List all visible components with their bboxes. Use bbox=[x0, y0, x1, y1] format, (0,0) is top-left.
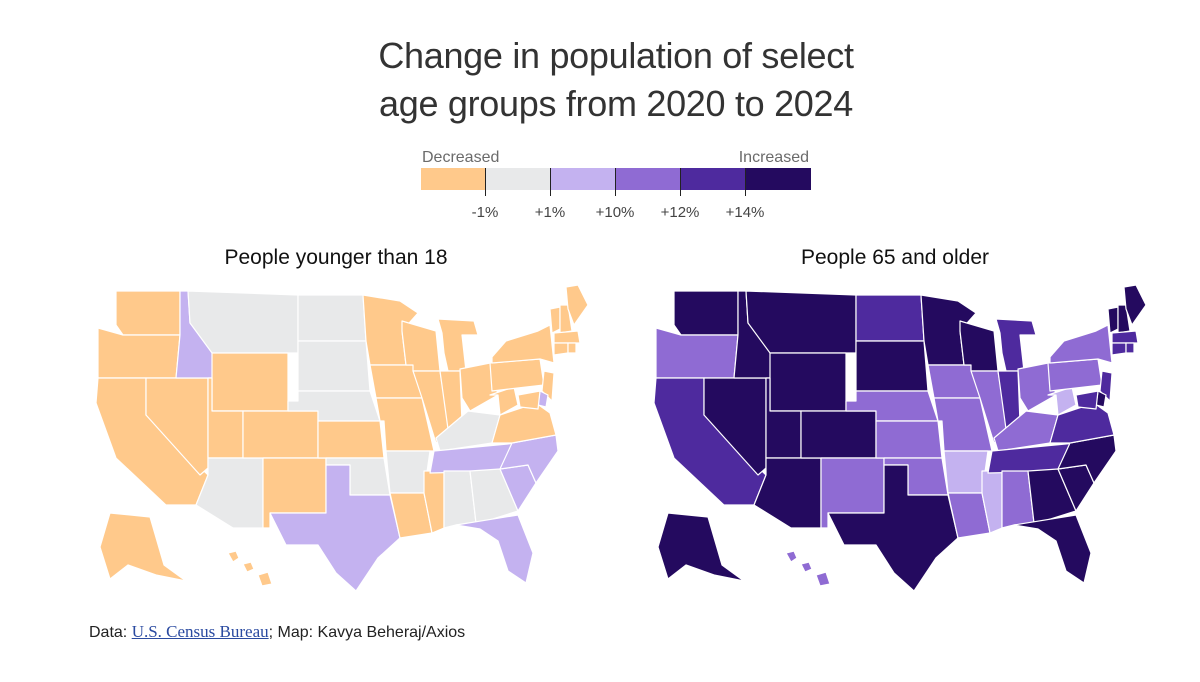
legend-swatch bbox=[616, 168, 681, 190]
state-nd bbox=[297, 294, 367, 342]
state-md bbox=[1075, 390, 1099, 410]
legend-tick-label: +10% bbox=[595, 204, 635, 221]
state-sd bbox=[297, 340, 371, 392]
map-title-65-plus: People 65 and older bbox=[801, 246, 989, 269]
state-ny bbox=[1049, 324, 1113, 364]
state-ct bbox=[553, 342, 569, 356]
state-oh bbox=[1017, 362, 1057, 412]
state-hi bbox=[227, 550, 273, 587]
state-ks bbox=[875, 420, 943, 459]
census-bureau-link[interactable]: U.S. Census Bureau bbox=[131, 622, 269, 641]
legend-tick-label: +12% bbox=[660, 204, 700, 221]
title-line-2: age groups from 2020 to 2024 bbox=[379, 83, 853, 124]
legend-increased-label: Increased bbox=[738, 149, 809, 166]
legend-tick-label: +1% bbox=[534, 204, 566, 221]
state-ak bbox=[657, 512, 745, 582]
state-mt bbox=[745, 290, 857, 354]
state-pa bbox=[489, 358, 545, 392]
legend-tick-label: -1% bbox=[471, 204, 499, 221]
state-ne bbox=[845, 390, 939, 422]
state-wi bbox=[959, 320, 999, 372]
state-mi bbox=[437, 318, 479, 372]
state-ga bbox=[469, 468, 519, 524]
state-me bbox=[565, 284, 588, 326]
state-or bbox=[97, 327, 181, 379]
legend-swatch bbox=[486, 168, 551, 190]
title-line-1: Change in population of select bbox=[378, 35, 854, 76]
legend-tick bbox=[615, 168, 616, 196]
state-wy bbox=[769, 352, 847, 412]
legend-swatch bbox=[421, 168, 486, 190]
state-mi bbox=[995, 318, 1037, 372]
state-co bbox=[800, 410, 877, 459]
state-fl bbox=[455, 514, 534, 584]
state-ct bbox=[1111, 342, 1127, 356]
state-ma bbox=[553, 330, 581, 344]
legend-swatch bbox=[551, 168, 616, 190]
state-ak bbox=[99, 512, 187, 582]
state-sd bbox=[855, 340, 929, 392]
state-ny bbox=[491, 324, 555, 364]
state-vt bbox=[1107, 306, 1119, 334]
state-wy bbox=[211, 352, 289, 412]
legend-swatch bbox=[746, 168, 811, 190]
legend-tick-label: +14% bbox=[725, 204, 765, 221]
state-ne bbox=[287, 390, 381, 422]
legend-tick bbox=[680, 168, 681, 196]
state-ri bbox=[1125, 342, 1135, 354]
color-legend: Decreased Increased -1% +1% +10% +12% +1… bbox=[421, 146, 811, 226]
state-wi bbox=[401, 320, 441, 372]
state-oh bbox=[459, 362, 499, 412]
state-ks bbox=[317, 420, 385, 459]
legend-tick bbox=[550, 168, 551, 196]
legend-color-bar bbox=[421, 168, 811, 190]
state-pa bbox=[1047, 358, 1103, 392]
footer-suffix: ; Map: Kavya Beheraj/Axios bbox=[268, 624, 466, 641]
source-footer: Data: U.S. Census Bureau; Map: Kavya Beh… bbox=[89, 622, 465, 642]
state-vt bbox=[549, 306, 561, 334]
legend-tick bbox=[485, 168, 486, 196]
map-title-under-18: People younger than 18 bbox=[224, 246, 448, 269]
map-65-plus bbox=[653, 284, 1146, 592]
state-wa bbox=[673, 290, 739, 336]
legend-swatch bbox=[681, 168, 746, 190]
state-md bbox=[517, 390, 541, 410]
chart-title: Change in population of select age group… bbox=[0, 32, 1200, 128]
state-ri bbox=[567, 342, 577, 354]
state-hi bbox=[785, 550, 831, 587]
state-ma bbox=[1111, 330, 1139, 344]
state-nd bbox=[855, 294, 925, 342]
footer-prefix: Data: bbox=[89, 624, 132, 641]
state-co bbox=[242, 410, 319, 459]
legend-decreased-label: Decreased bbox=[422, 149, 500, 166]
state-wa bbox=[115, 290, 181, 336]
state-fl bbox=[1013, 514, 1092, 584]
state-or bbox=[655, 327, 739, 379]
map-under-18 bbox=[95, 284, 588, 592]
legend-tick bbox=[745, 168, 746, 196]
state-me bbox=[1123, 284, 1146, 326]
state-mt bbox=[187, 290, 299, 354]
state-ga bbox=[1027, 468, 1077, 524]
